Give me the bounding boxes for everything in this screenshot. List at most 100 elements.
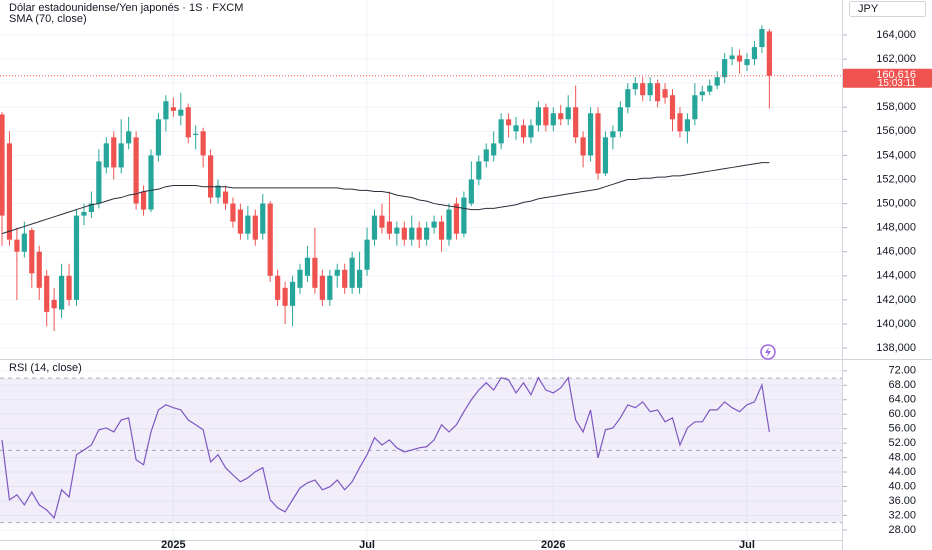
y-tick-label: 64.00: [888, 394, 916, 406]
candle-body: [88, 203, 94, 212]
candle-body: [215, 185, 221, 198]
candle-body: [103, 143, 109, 168]
currency[interactable]: JPY: [858, 3, 879, 15]
candle-body: [677, 113, 683, 132]
candle-body: [222, 191, 229, 204]
candle-body: [662, 89, 668, 98]
candle-body: [409, 227, 415, 240]
currency-box[interactable]: [849, 1, 926, 17]
y-tick-label: 138,000: [876, 342, 916, 354]
candle-body: [267, 203, 273, 276]
candle-body: [349, 257, 355, 288]
candle-body: [468, 179, 474, 204]
candle-body: [632, 83, 638, 90]
candle-body: [558, 113, 564, 120]
candle-body: [565, 107, 571, 120]
candle-body: [610, 131, 616, 138]
axes: 2025 Jul 2026 Jul 138,000 140,000 142,000 144,0…: [161, 29, 932, 550]
candle-body: [543, 107, 549, 126]
y-tick-label: 140,000: [876, 318, 916, 330]
candle-body: [252, 215, 258, 240]
candle-body: [386, 221, 392, 234]
y-tick-label: 48.00: [888, 451, 916, 463]
y-tick-label: 36.00: [888, 495, 916, 507]
candle-body: [29, 230, 35, 274]
candle-body: [759, 29, 765, 48]
candle-body: [133, 137, 139, 204]
candle-body: [237, 209, 243, 234]
candle-body: [729, 55, 735, 60]
candle-body: [476, 161, 482, 180]
candle-body: [453, 203, 460, 234]
candle-body: [602, 137, 609, 174]
y-tick-label: 148,000: [876, 222, 916, 234]
y-tick-label: 162,000: [876, 53, 916, 65]
candle-body: [208, 155, 214, 198]
candle-body: [722, 59, 728, 78]
candle-body: [617, 107, 623, 132]
y-tick-label: 28.00: [888, 524, 916, 536]
x-tick-label: 2026: [541, 539, 565, 550]
alert-icon[interactable]: [760, 344, 776, 360]
candle-body: [438, 221, 445, 240]
candle-body: [655, 83, 661, 102]
y-tick-label: 52.00: [888, 437, 916, 449]
candle-body: [304, 257, 311, 276]
candle-body: [0, 114, 5, 216]
candle-body: [289, 281, 296, 306]
candle-body: [640, 83, 646, 96]
candle-body: [573, 107, 579, 138]
candle-body: [647, 83, 653, 96]
candle-body: [625, 89, 631, 108]
candle-body: [751, 47, 758, 60]
candle-body: [193, 133, 199, 135]
alert-bolt[interactable]: [765, 347, 771, 357]
candle-body: [550, 113, 556, 126]
candle-body: [520, 125, 527, 138]
candle-body: [185, 107, 191, 138]
plot: [0, 25, 842, 524]
candle-body: [118, 143, 124, 168]
candle-body: [312, 257, 318, 288]
last-price-label: 160,616: [876, 69, 916, 81]
candle-body: [81, 211, 87, 216]
y-tick-label: 44.00: [888, 466, 916, 478]
y-tick-label: 164,000: [876, 29, 916, 41]
x-tick-label: Jul: [739, 539, 755, 550]
candle-body: [178, 109, 184, 116]
candle-body: [684, 119, 690, 132]
candle-body: [36, 251, 42, 288]
candle-body: [379, 215, 385, 228]
candle-body: [282, 287, 288, 306]
y-tick-label: 146,000: [876, 246, 916, 258]
candle-body: [424, 227, 430, 240]
candle-body: [163, 101, 169, 120]
candle-body: [230, 203, 236, 222]
y-tick-label: 144,000: [876, 270, 916, 282]
candle-body: [401, 227, 407, 240]
symbol-title: Dólar estadounidense/Yen japonés · 1S · …: [9, 2, 243, 14]
candle-body: [707, 85, 713, 92]
x-tick-label: Jul: [359, 539, 375, 550]
candle-body: [275, 275, 281, 300]
candle-body: [96, 161, 102, 204]
candle-body: [44, 275, 50, 312]
candle-body: [416, 227, 422, 240]
rsi-legend: RSI (14, close): [9, 362, 82, 374]
candle-body: [297, 269, 303, 288]
y-tick-label: 32.00: [888, 509, 916, 521]
band-fill: [0, 378, 842, 523]
y-tick-label: 40.00: [888, 480, 916, 492]
candle-body: [66, 275, 72, 300]
y-tick-label: 152,000: [876, 173, 916, 185]
candle-body: [744, 59, 750, 66]
candle-body: [111, 137, 117, 168]
candle-body: [319, 275, 325, 300]
candle-body: [498, 119, 504, 144]
sma-legend: SMA (70, close): [9, 13, 87, 25]
candle-body: [334, 269, 340, 276]
candle-body: [699, 91, 705, 96]
candle-body: [21, 233, 27, 252]
candle-body: [669, 95, 676, 120]
